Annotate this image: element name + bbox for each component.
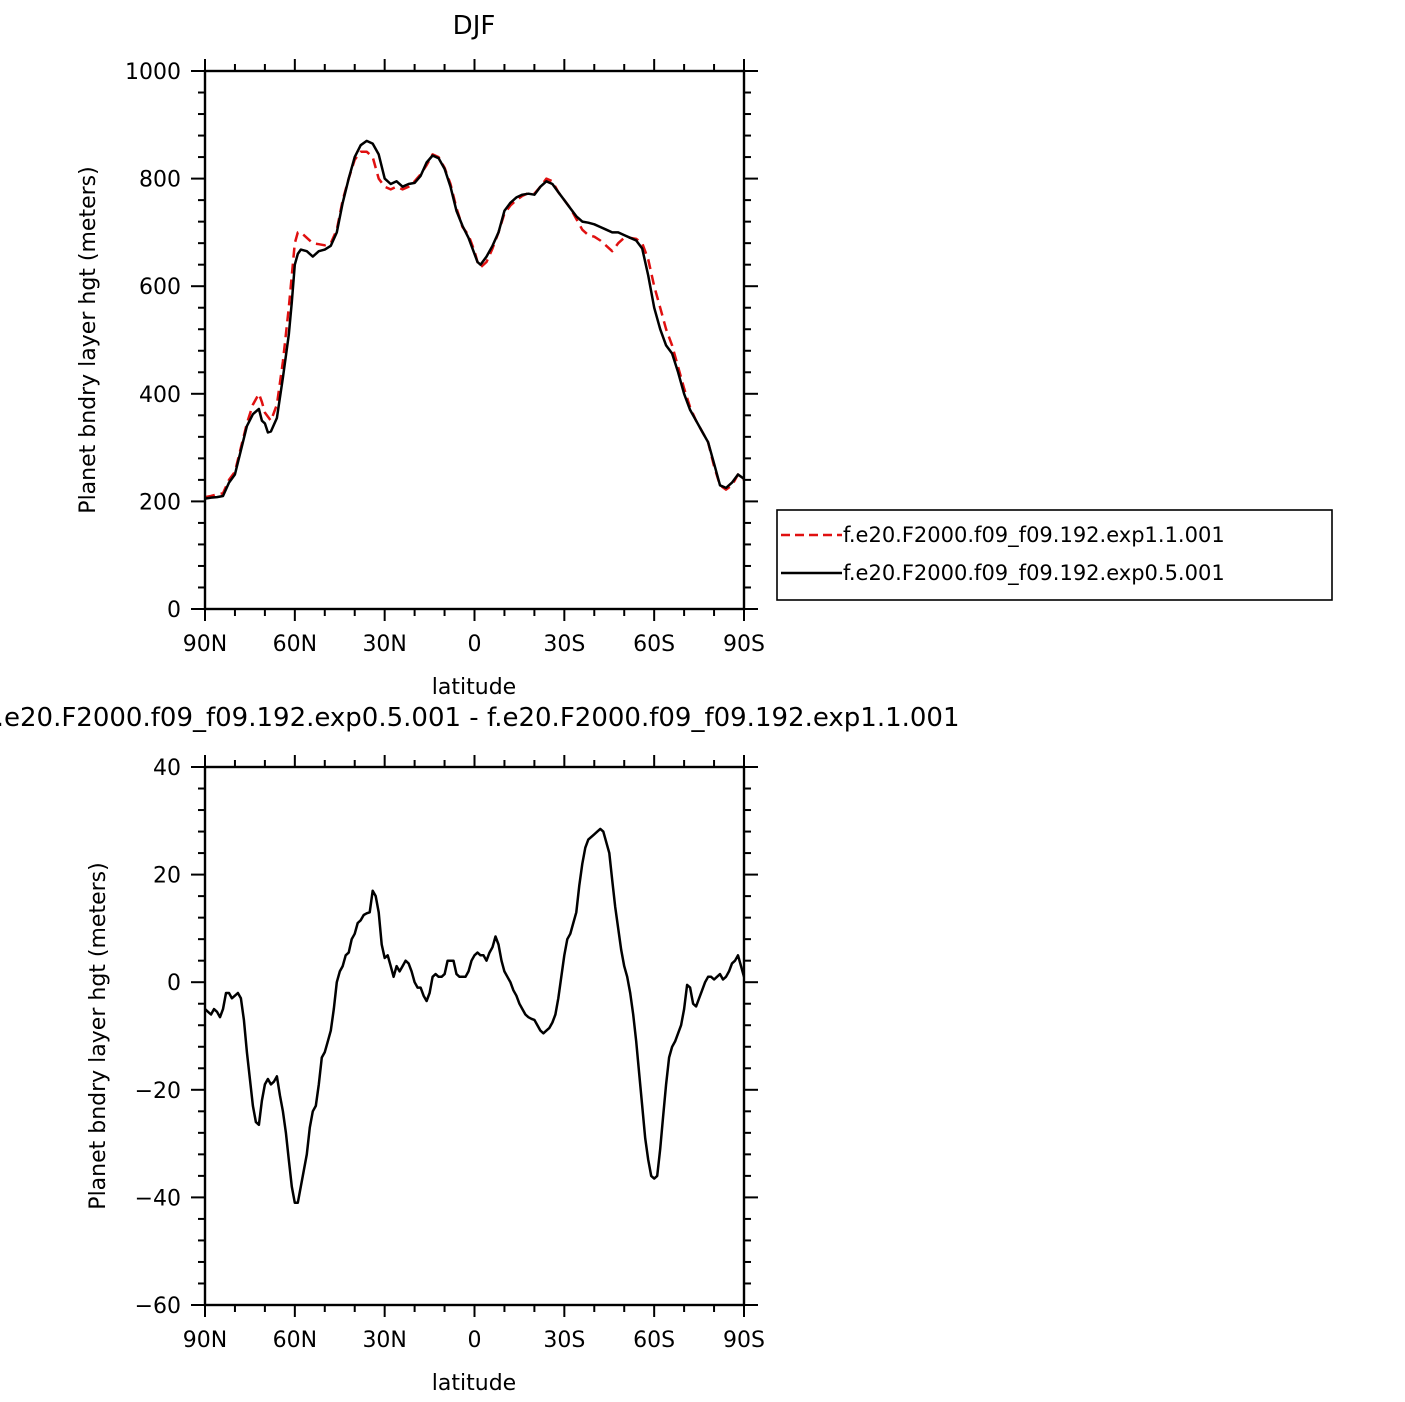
y-tick-label: −60 xyxy=(135,1294,181,1319)
y-tick-label: 0 xyxy=(167,971,181,996)
legend-label-exp1: f.e20.F2000.f09_f09.192.exp1.1.001 xyxy=(843,523,1225,548)
x-tick-label: 30S xyxy=(543,632,585,657)
y-tick-label: 600 xyxy=(139,275,181,300)
series-line-0 xyxy=(205,150,744,499)
x-tick-label: 90N xyxy=(183,632,227,657)
x-tick-label: 60N xyxy=(273,632,317,657)
chart-title: f.e20.F2000.f09_f09.192.exp0.5.001 - f.e… xyxy=(0,703,960,733)
y-axis-label: Planet bndry layer hgt (meters) xyxy=(76,166,101,513)
series-line-0 xyxy=(205,827,744,1205)
y-tick-label: 0 xyxy=(167,598,181,623)
y-tick-label: 400 xyxy=(139,383,181,408)
y-tick-label: 40 xyxy=(153,756,181,781)
plot-frame xyxy=(203,765,746,1307)
climatology-chart: DJF 90N 60N 30N 0 30S 60S 90S 0 200 400 600 800 1000… xyxy=(76,11,765,700)
chart-title: DJF xyxy=(453,11,496,41)
series-line-1 xyxy=(205,139,744,500)
y-tick-label: 800 xyxy=(139,168,181,193)
y-tick-label: −20 xyxy=(135,1079,181,1104)
y-tick-label: −40 xyxy=(135,1186,181,1211)
y-tick-label: 20 xyxy=(153,864,181,889)
x-tick-label: 60S xyxy=(633,1328,675,1353)
legend-label-exp05: f.e20.F2000.f09_f09.192.exp0.5.001 xyxy=(843,561,1225,586)
x-tick-label: 30N xyxy=(362,632,406,657)
x-tick-label: 60S xyxy=(633,632,675,657)
x-tick-label: 90S xyxy=(723,632,765,657)
x-tick-label: 0 xyxy=(468,1328,482,1353)
legend: f.e20.F2000.f09_f09.192.exp1.1.001 f.e20… xyxy=(776,509,1333,601)
x-tick-label: 30S xyxy=(543,1328,585,1353)
x-tick-label: 60N xyxy=(273,1328,317,1353)
x-tick-label: 90N xyxy=(183,1328,227,1353)
x-axis-label: latitude xyxy=(432,1371,516,1396)
y-tick-label: 200 xyxy=(139,490,181,515)
difference-chart: f.e20.F2000.f09_f09.192.exp0.5.001 - f.e… xyxy=(0,703,960,1396)
x-axis-label: latitude xyxy=(432,675,516,700)
legend-box xyxy=(776,509,1333,601)
y-axis-label: Planet bndry layer hgt (meters) xyxy=(86,862,111,1209)
y-tick-label: 1000 xyxy=(125,60,181,85)
x-tick-label: 0 xyxy=(468,632,482,657)
x-tick-label: 30N xyxy=(362,1328,406,1353)
x-tick-label: 90S xyxy=(723,1328,765,1353)
